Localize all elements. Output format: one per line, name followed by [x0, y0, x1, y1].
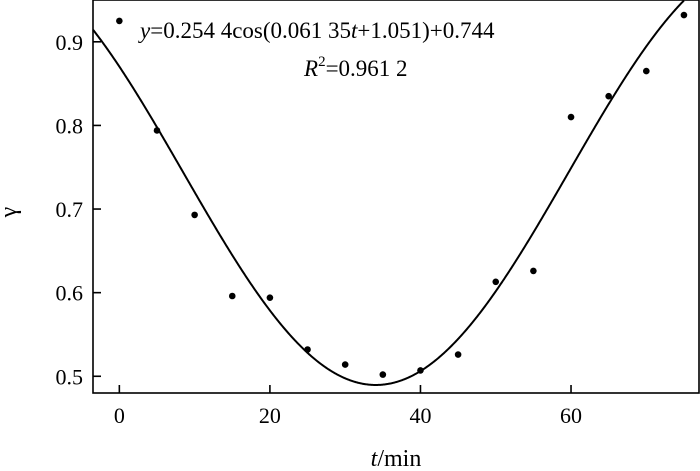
y-tick-label: 0.6 [56, 281, 84, 306]
x-axis-label-t: t [371, 446, 379, 471]
plot-frame [92, 0, 700, 394]
x-axis-label: t/min [371, 446, 422, 471]
data-point [492, 278, 500, 286]
data-point [567, 113, 575, 121]
y-tick-label: 0.5 [56, 364, 84, 389]
fit-curve [92, 0, 685, 386]
r-squared: R2=0.961 2 [303, 54, 408, 81]
x-tick-label: 40 [409, 403, 431, 428]
x-tick-label: 0 [114, 403, 125, 428]
data-point [605, 92, 612, 100]
y-tick-label: 0.7 [56, 197, 84, 222]
data-point [454, 351, 462, 358]
eq-end: +1.051)+0.744 [357, 18, 495, 43]
data-point [379, 371, 387, 378]
r2-rest: =0.961 2 [326, 56, 408, 81]
ticks: 0 20 40 60 0.5 0.6 0.7 0.8 0.9 [56, 30, 583, 428]
data-point [304, 346, 311, 353]
data-point [153, 127, 161, 134]
data-point [680, 11, 688, 19]
x-tick-label: 20 [259, 403, 281, 428]
data-point [228, 292, 236, 300]
eq-t: t [351, 18, 358, 43]
x-axis-label-unit: /min [377, 446, 421, 471]
y-tick-label: 0.8 [56, 113, 84, 138]
x-tick-label: 60 [560, 403, 582, 428]
r2-sup: 2 [318, 54, 326, 70]
data-point [643, 67, 650, 75]
fit-equation: y=0.254 4cos(0.061 35t+1.051)+0.744 [138, 18, 495, 43]
eq-mid: =0.254 4cos(0.061 35 [150, 18, 351, 43]
data-points [116, 11, 688, 378]
data-point [530, 267, 537, 275]
data-point [341, 361, 349, 368]
data-point [191, 211, 198, 219]
y-axis-label: γ [0, 206, 22, 218]
y-tick-label: 0.9 [56, 30, 84, 55]
data-point [116, 17, 123, 25]
data-point [266, 294, 274, 301]
r2-R: R [303, 56, 318, 81]
data-point [417, 367, 424, 374]
eq-y: y [138, 18, 151, 43]
